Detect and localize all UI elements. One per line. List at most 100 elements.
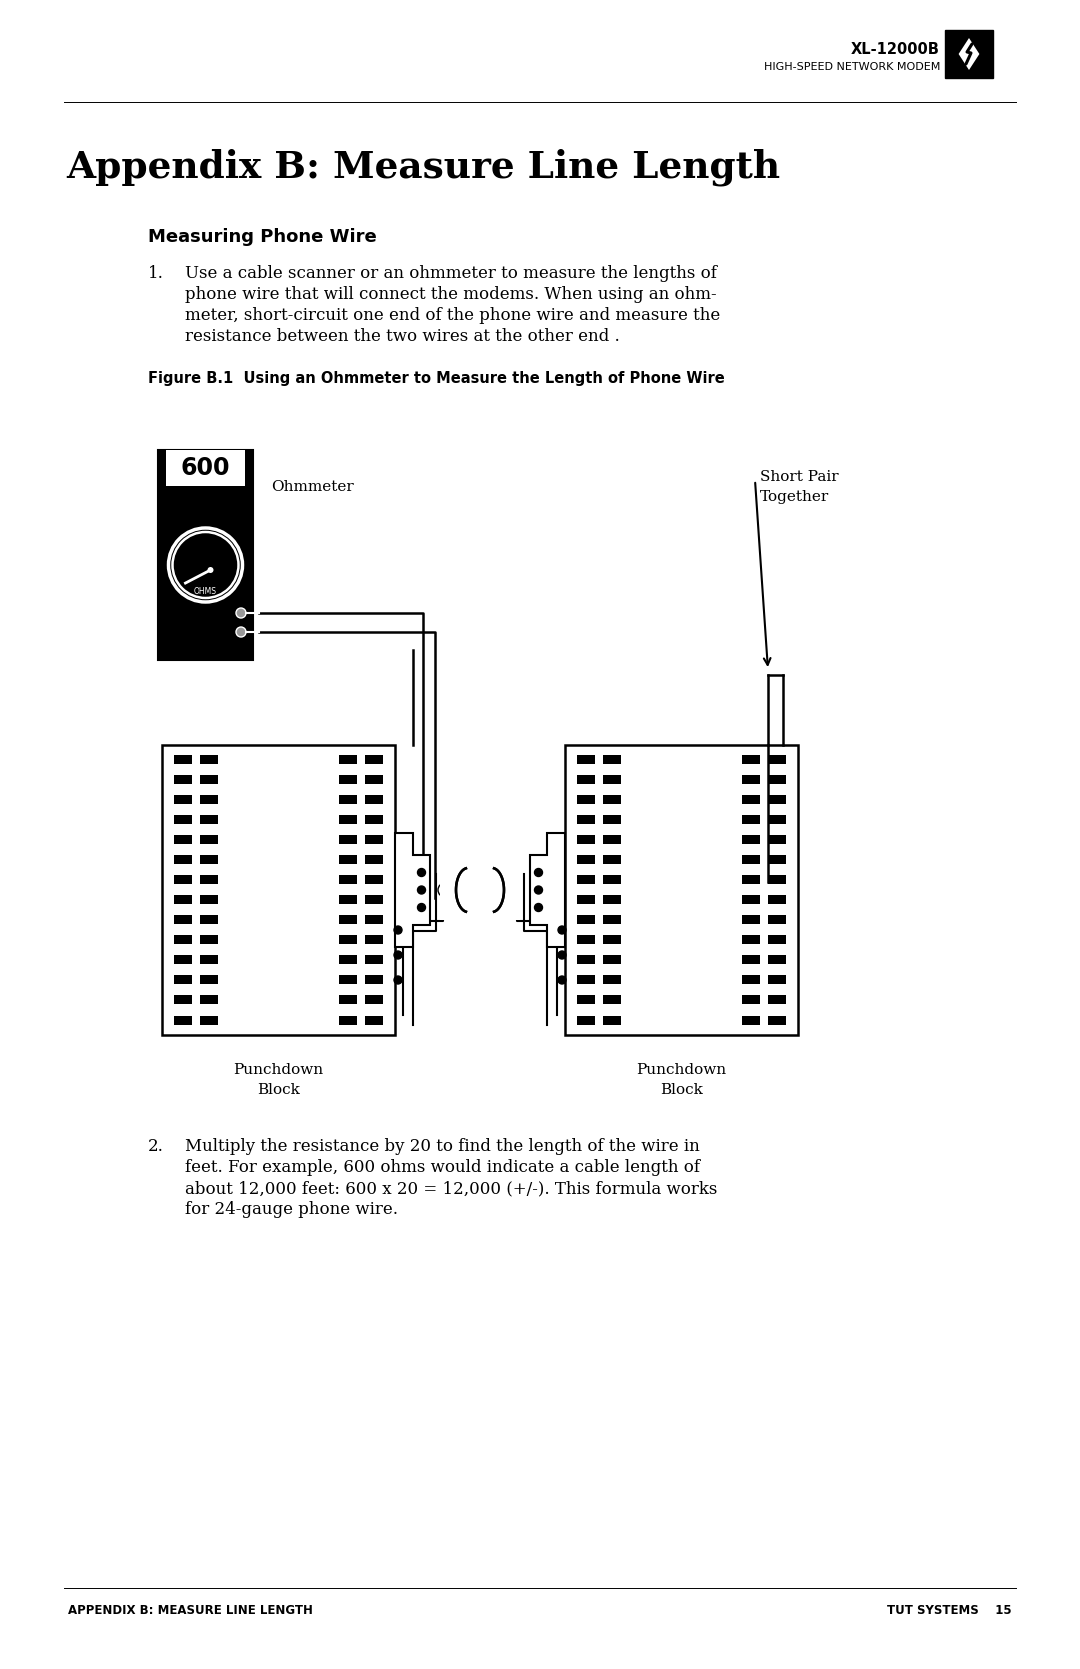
Bar [365,876,383,885]
Bar [339,1015,357,1025]
Bar [174,836,192,845]
Text: 600: 600 [180,456,230,481]
Bar [768,876,786,885]
Bar [365,836,383,845]
Circle shape [394,926,402,935]
Bar [603,936,621,945]
Bar [577,1015,595,1025]
Bar [339,756,357,764]
Circle shape [558,976,566,985]
Text: 2.: 2. [148,1138,164,1155]
Bar [603,756,621,764]
Circle shape [237,628,246,638]
Polygon shape [959,38,980,70]
Bar [200,896,218,905]
Bar [577,816,595,824]
Text: Block: Block [660,1083,703,1097]
Bar [339,916,357,925]
Bar [768,796,786,804]
Circle shape [535,886,542,895]
Bar [945,30,993,78]
Bar [365,916,383,925]
Bar [577,975,595,985]
Bar [603,836,621,845]
Bar [603,796,621,804]
Bar [174,896,192,905]
Bar [603,816,621,824]
Bar [166,451,245,486]
Text: APPENDIX B: MEASURE LINE LENGTH: APPENDIX B: MEASURE LINE LENGTH [68,1604,313,1617]
Text: Measuring Phone Wire: Measuring Phone Wire [148,229,377,245]
Bar [339,896,357,905]
Circle shape [478,883,492,896]
Bar [603,856,621,865]
Bar [742,856,760,865]
Bar [768,756,786,764]
Text: about 12,000 feet: 600 x 20 = 12,000 (+/-). This formula works: about 12,000 feet: 600 x 20 = 12,000 (+/… [185,1180,717,1197]
Bar [365,796,383,804]
Text: XL-12000B: XL-12000B [851,42,940,57]
Bar [768,816,786,824]
Bar [174,995,192,1005]
Bar [174,796,192,804]
Text: Appendix B: Measure Line Length: Appendix B: Measure Line Length [66,149,780,185]
Bar [200,975,218,985]
Bar [603,995,621,1005]
Circle shape [418,886,426,895]
Bar [603,916,621,925]
Circle shape [535,868,542,876]
Bar [742,876,760,885]
Bar [768,936,786,945]
Bar [174,916,192,925]
Bar [577,896,595,905]
Bar [577,776,595,784]
Circle shape [168,527,243,603]
Text: Block: Block [257,1083,300,1097]
Text: for 24-gauge phone wire.: for 24-gauge phone wire. [185,1202,399,1218]
Bar [174,1015,192,1025]
Bar [200,916,218,925]
Circle shape [558,926,566,935]
Text: 1.: 1. [148,265,164,282]
Bar [365,756,383,764]
Bar [339,975,357,985]
Bar [365,776,383,784]
Bar [365,896,383,905]
Bar [742,975,760,985]
Bar [742,995,760,1005]
Bar [339,776,357,784]
Bar [174,816,192,824]
Circle shape [462,883,476,896]
Bar [742,936,760,945]
Bar [174,955,192,965]
Bar [577,876,595,885]
Bar [200,796,218,804]
Bar [768,995,786,1005]
Circle shape [394,951,402,960]
Bar [768,975,786,985]
Bar [200,776,218,784]
Bar [768,1015,786,1025]
Bar [768,916,786,925]
Bar [577,756,595,764]
Bar [174,756,192,764]
Text: Punchdown: Punchdown [636,1063,727,1077]
Text: phone wire that will connect the modems. When using an ohm-: phone wire that will connect the modems.… [185,285,717,304]
Bar [339,876,357,885]
Circle shape [484,883,498,896]
Bar [200,955,218,965]
Circle shape [476,883,490,896]
Bar [365,995,383,1005]
Circle shape [468,883,482,896]
Bar [365,975,383,985]
Circle shape [446,883,460,896]
Bar [200,1015,218,1025]
Bar [200,936,218,945]
Bar [742,1015,760,1025]
Bar [768,836,786,845]
Polygon shape [530,833,565,946]
Bar [365,936,383,945]
Circle shape [460,883,474,896]
Bar [200,836,218,845]
Bar [742,756,760,764]
